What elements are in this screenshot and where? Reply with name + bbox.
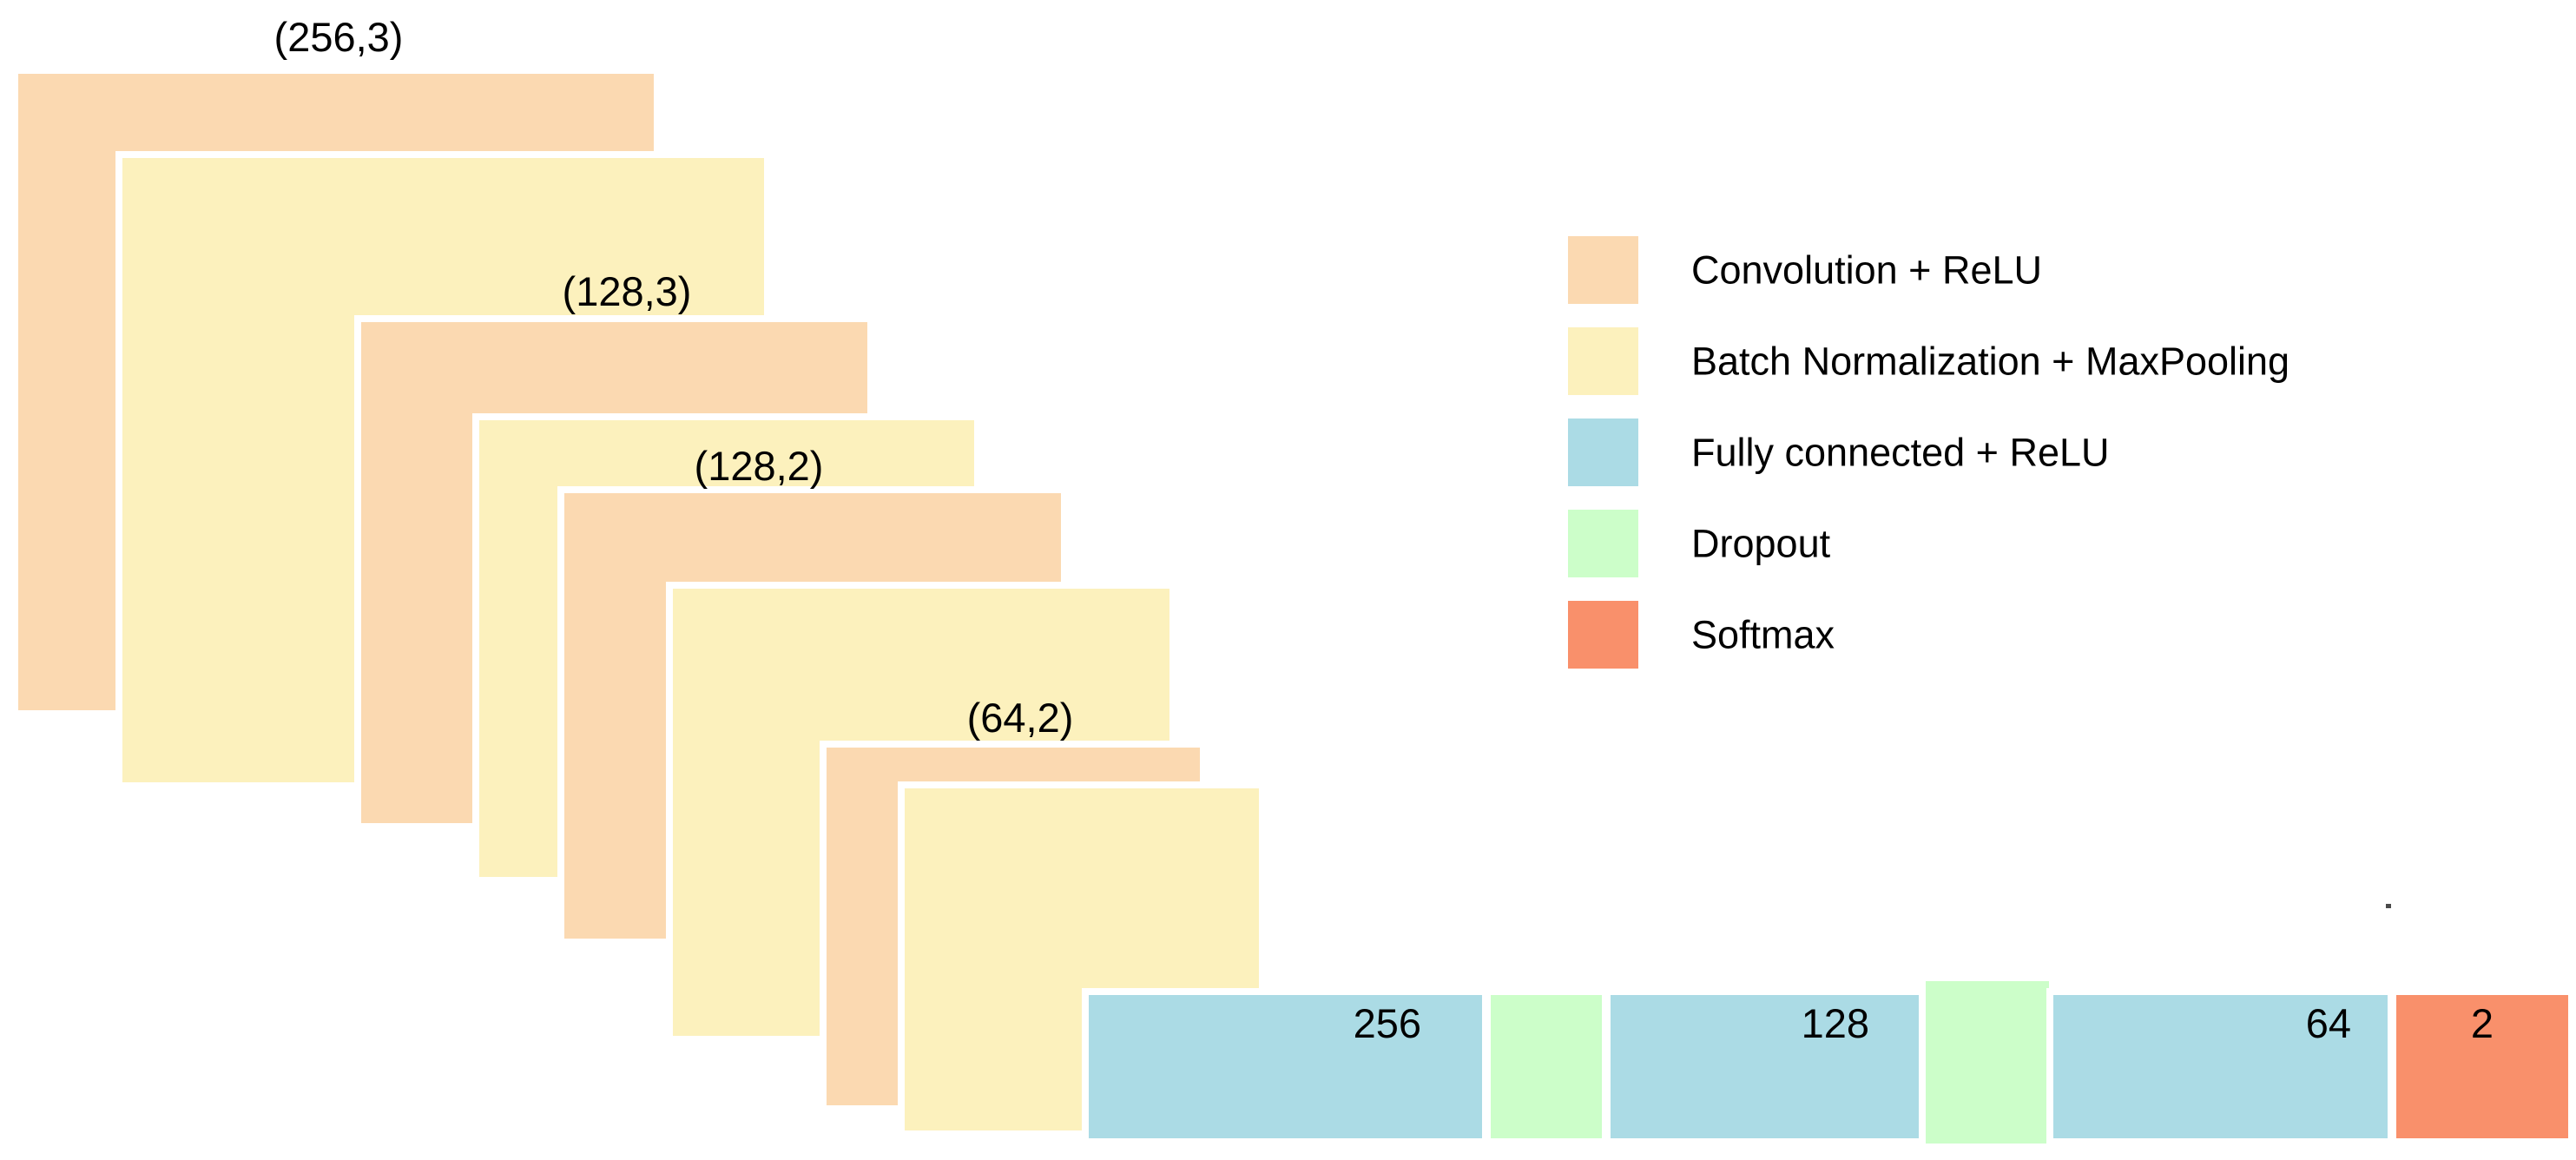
fc-128-box: 128 [1604, 988, 1927, 1145]
fc-64-box: 64 [2046, 988, 2395, 1145]
fc-128-label: 128 [1801, 1000, 1869, 1046]
legend-label-conv: Convolution + ReLU [1691, 247, 2042, 293]
layer-size-label: (256,3) [273, 14, 404, 61]
fc-256-label: 256 [1353, 1000, 1421, 1046]
layer-size-label: (128,2) [694, 443, 824, 490]
legend-label-fully-connected: Fully connected + ReLU [1691, 430, 2110, 475]
legend-swatch-batchnorm-maxpooling [1568, 327, 1638, 395]
layer-size-label: (128,3) [562, 268, 692, 315]
legend-label-softmax: Softmax [1691, 612, 1835, 657]
legend-swatch-softmax [1568, 601, 1638, 669]
legend-label-dropout: Dropout [1691, 521, 1831, 566]
softmax-2-box: 2 [2389, 988, 2575, 1145]
artifact-dot [2386, 904, 2391, 908]
dropout-2-box [1919, 974, 2056, 1150]
layer-size-label: (64,2) [966, 695, 1074, 741]
softmax-2-label: 2 [2470, 1000, 2494, 1046]
fc-64-label: 64 [2305, 1000, 2351, 1046]
legend-swatch-fully-connected [1568, 419, 1638, 486]
legend-swatch-conv [1568, 236, 1638, 304]
fc-256-box: 256 [1082, 988, 1489, 1145]
dropout-1-box [1484, 988, 1609, 1145]
legend-swatch-dropout [1568, 510, 1638, 577]
legend-label-batchnorm-maxpooling: Batch Normalization + MaxPooling [1691, 339, 2290, 384]
